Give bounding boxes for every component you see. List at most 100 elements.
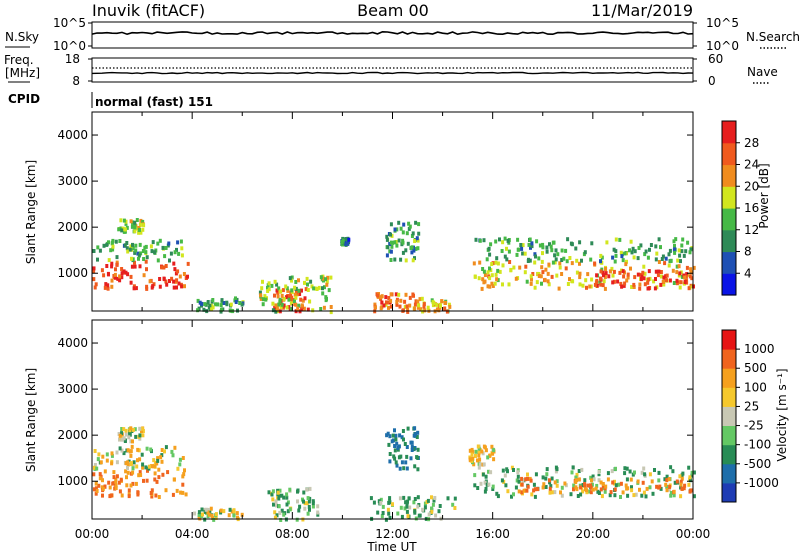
scatter-cell	[414, 220, 418, 225]
scatter-cell	[374, 305, 377, 310]
scatter-cell	[395, 441, 399, 446]
scatter-cell	[324, 298, 328, 303]
scatter-cell	[267, 281, 271, 286]
scatter-cell	[141, 249, 145, 253]
scatter-cell	[295, 517, 299, 522]
scatter-cell	[177, 251, 181, 256]
scatter-cell	[520, 246, 524, 251]
scatter-cell	[131, 246, 135, 251]
scatter-cell	[295, 290, 298, 295]
scatter-cell	[282, 495, 286, 500]
scatter-cell	[529, 478, 533, 483]
scatter-cell	[285, 495, 289, 500]
scatter-cell	[568, 256, 572, 260]
colorbar-tick-label: 28	[744, 136, 759, 150]
scatter-cell	[260, 286, 264, 291]
scatter-cell	[297, 278, 300, 283]
noise-tick-label-bottom-right: 10^0	[706, 39, 739, 53]
scatter-cell	[203, 509, 207, 514]
scatter-cell	[307, 504, 311, 509]
scatter-cell	[611, 480, 615, 485]
scatter-cell	[220, 298, 224, 303]
scatter-cell	[601, 482, 605, 486]
velocity-y-ticks: 1000 2000 3000 4000	[57, 336, 693, 488]
scatter-cell	[578, 261, 581, 266]
scatter-cell	[306, 288, 310, 292]
scatter-cell	[417, 303, 421, 308]
scatter-cell	[389, 292, 393, 297]
scatter-cell	[101, 486, 105, 491]
scatter-cell	[170, 276, 174, 281]
scatter-cell	[115, 262, 119, 267]
scatter-cell	[389, 304, 393, 309]
scatter-cell	[170, 449, 174, 454]
scatter-cell	[131, 427, 135, 432]
scatter-cell	[296, 488, 300, 493]
scatter-cell	[137, 230, 141, 235]
freq-label: Freq.	[4, 53, 34, 67]
colorbar-segment	[722, 186, 736, 209]
scatter-cell	[131, 439, 134, 444]
scatter-cell	[678, 285, 682, 290]
scatter-cell	[526, 259, 530, 263]
scatter-cell	[416, 299, 420, 304]
scatter-cell	[275, 282, 279, 287]
scatter-cell	[178, 274, 182, 279]
scatter-cell	[611, 255, 615, 260]
scatter-cell	[566, 282, 570, 286]
scatter-cell	[633, 249, 637, 254]
scatter-cell	[558, 261, 562, 266]
scatter-cell	[571, 279, 575, 284]
scatter-cell	[325, 282, 329, 287]
scatter-cell	[152, 458, 156, 463]
scatter-cell	[405, 454, 409, 459]
scatter-cell	[657, 260, 661, 264]
scatter-cell	[171, 492, 175, 497]
colorbar-tick-label: 20	[744, 179, 759, 193]
scatter-cell	[274, 303, 278, 308]
scatter-cell	[431, 303, 435, 308]
scatter-cell	[478, 260, 482, 265]
scatter-cell	[433, 496, 437, 500]
colorbar-tick-label: 100	[744, 380, 767, 394]
scatter-cell	[683, 275, 687, 280]
scatter-cell	[564, 248, 568, 253]
scatter-cell	[644, 494, 648, 499]
scatter-cell	[385, 300, 388, 305]
scatter-cell	[480, 449, 484, 454]
scatter-cell	[400, 514, 404, 519]
scatter-cell	[692, 494, 696, 499]
scatter-cell	[474, 454, 477, 458]
scatter-cell	[158, 284, 162, 289]
cpid-mode-text: normal (fast) 151	[95, 95, 213, 109]
y-tick-label: 3000	[57, 174, 88, 188]
scatter-cell	[488, 266, 491, 271]
scatter-cell	[619, 281, 623, 286]
scatter-cell	[379, 497, 383, 502]
scatter-cell	[618, 270, 622, 275]
scatter-cell	[405, 504, 409, 509]
scatter-cell	[129, 453, 133, 458]
scatter-cell	[273, 293, 276, 298]
scatter-cell	[126, 249, 130, 254]
scatter-cell	[603, 489, 607, 494]
scatter-cell	[164, 445, 168, 450]
beam-title: Beam 00	[357, 1, 429, 20]
scatter-cell	[137, 253, 141, 258]
scatter-cell	[498, 269, 502, 274]
scatter-cell	[638, 282, 642, 287]
scatter-cell	[280, 293, 284, 298]
scatter-cell	[134, 248, 138, 253]
scatter-cell	[549, 484, 553, 489]
scatter-cell	[271, 497, 275, 502]
scatter-cell	[129, 274, 133, 279]
scatter-cell	[528, 258, 532, 263]
scatter-cell	[155, 479, 159, 484]
scatter-cell	[659, 274, 663, 279]
scatter-cell	[468, 457, 472, 462]
scatter-cell	[385, 237, 389, 242]
scatter-cell	[385, 234, 389, 239]
scatter-cell	[679, 479, 683, 484]
scatter-cell	[230, 509, 234, 514]
x-tick-label: 08:00	[275, 527, 310, 541]
